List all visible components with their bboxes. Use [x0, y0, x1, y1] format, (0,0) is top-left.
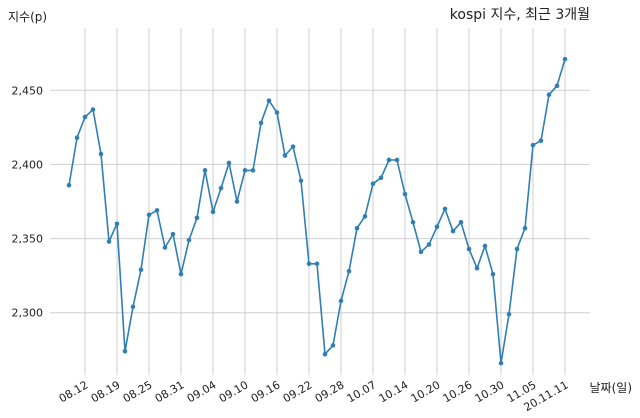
x-tick-label: 09.04: [185, 378, 219, 405]
data-point: [186, 237, 192, 243]
x-tick-label: 09.22: [281, 378, 315, 405]
data-point: [418, 249, 424, 255]
series-line: [68, 58, 566, 364]
data-point: [450, 228, 456, 234]
x-tick-label: 08.19: [89, 378, 123, 405]
data-point: [442, 206, 448, 212]
y-tick-label: 2,300: [12, 307, 44, 320]
data-point: [282, 153, 288, 158]
data-point: [482, 243, 488, 249]
x-tick-label: 09.16: [249, 378, 283, 405]
data-point: [162, 245, 168, 250]
x-tick-label: 10.20: [409, 378, 443, 405]
data-point: [210, 209, 216, 215]
data-point: [458, 219, 464, 225]
data-point: [554, 83, 560, 89]
data-point: [170, 231, 176, 237]
data-point: [194, 215, 200, 221]
x-tick-label: 10.14: [377, 378, 411, 405]
data-point: [522, 225, 528, 231]
x-tick-label: 10.30: [473, 378, 507, 405]
data-point: [466, 246, 472, 252]
data-point: [138, 267, 144, 273]
x-tick-label: 08.31: [153, 378, 187, 405]
x-tick-label: 08.12: [57, 378, 91, 405]
data-point: [322, 351, 328, 357]
data-point: [314, 261, 320, 267]
data-point: [242, 168, 248, 173]
data-point: [410, 219, 416, 225]
x-tick-labels: 08.1208.1908.2508.3109.0409.1009.1609.22…: [57, 378, 571, 414]
data-point: [266, 98, 272, 103]
data-point: [90, 107, 96, 112]
grid: [50, 28, 590, 375]
data-point: [130, 304, 136, 310]
data-point: [394, 157, 400, 163]
data-point: [66, 182, 72, 188]
data-point: [74, 135, 80, 141]
y-axis-label: 지수(p): [8, 10, 47, 24]
series-layer: [66, 56, 568, 366]
data-point: [154, 208, 160, 213]
data-point: [474, 265, 480, 271]
x-tick-label: 08.25: [121, 378, 155, 405]
data-point: [218, 185, 224, 191]
x-tick-label: 10.26: [441, 378, 475, 405]
x-tick-label: 09.28: [313, 378, 347, 405]
data-point: [274, 110, 280, 115]
data-point: [346, 268, 352, 274]
data-point: [538, 138, 544, 144]
data-point: [354, 225, 360, 231]
data-point: [146, 212, 152, 218]
data-point: [546, 92, 552, 98]
data-point: [330, 343, 336, 348]
x-axis-label: 날짜(일): [590, 381, 632, 395]
x-tick-label: 09.10: [217, 378, 251, 405]
data-point: [298, 178, 304, 184]
data-point: [514, 246, 520, 252]
data-point: [98, 151, 104, 157]
data-point: [402, 191, 408, 197]
data-point: [178, 271, 184, 277]
y-tick-label: 2,400: [12, 158, 44, 171]
data-point: [338, 298, 344, 304]
data-point: [306, 261, 312, 267]
data-point: [386, 157, 392, 163]
y-tick-label: 2,450: [12, 84, 44, 97]
data-point: [506, 311, 512, 317]
data-point: [378, 175, 384, 181]
data-point: [202, 168, 208, 173]
data-point: [226, 160, 232, 166]
data-point: [362, 214, 368, 219]
data-point: [498, 360, 504, 366]
y-tick-labels: 2,300 2,350 2,400 2,450: [12, 84, 44, 319]
data-point: [370, 181, 376, 187]
data-point: [106, 239, 112, 244]
data-point: [114, 221, 120, 227]
chart-title: kospi 지수, 최근 3개월: [450, 7, 590, 23]
data-point: [562, 56, 568, 62]
data-point: [82, 114, 88, 120]
x-tick-label: 10.07: [345, 378, 379, 405]
data-point: [258, 120, 264, 126]
data-point: [234, 199, 240, 204]
data-point: [434, 224, 440, 230]
data-point: [122, 348, 128, 354]
data-point: [530, 142, 536, 148]
data-point: [426, 242, 432, 247]
data-point: [490, 271, 496, 277]
data-point: [290, 144, 296, 149]
y-tick-label: 2,350: [12, 233, 44, 246]
data-point: [250, 168, 256, 173]
